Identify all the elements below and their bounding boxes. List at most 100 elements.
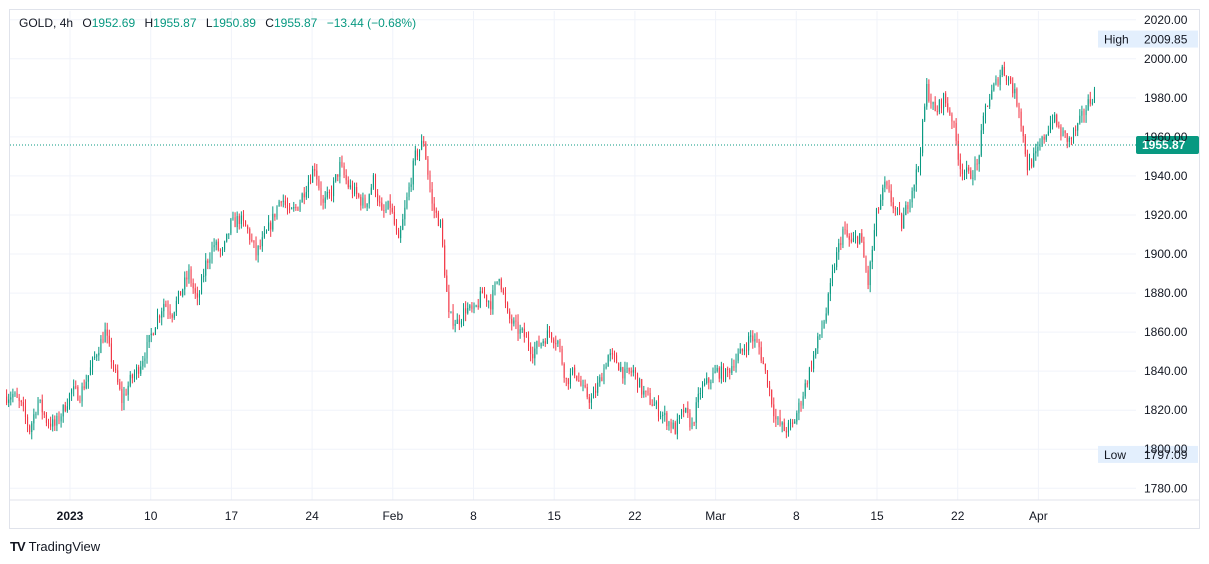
candle-body (710, 382, 712, 384)
candle-body (165, 303, 167, 307)
candle-body (364, 197, 366, 208)
candle-body (624, 368, 626, 379)
candle-body (398, 230, 400, 239)
candle-body (423, 140, 425, 144)
high-value: 1955.87 (153, 16, 197, 30)
candle-body (192, 282, 194, 289)
candle-body (848, 236, 850, 240)
candle-body (125, 393, 127, 395)
candle-body (794, 421, 796, 424)
candle-body (20, 400, 22, 403)
candle-body (316, 170, 318, 180)
candle-body (142, 361, 144, 367)
candle-body (108, 335, 110, 344)
candle-body (777, 417, 779, 420)
candle-body (530, 346, 532, 355)
candle-body (999, 74, 1001, 85)
candle-body (504, 292, 506, 303)
low-value: 1797.09 (1144, 448, 1188, 462)
candle-body (919, 152, 922, 168)
candle-body (817, 336, 819, 349)
candle-body (561, 348, 563, 365)
candle-body (129, 374, 131, 386)
candle-body (58, 415, 60, 422)
candle-body (580, 380, 582, 386)
candle-body (356, 187, 358, 195)
candle-body (590, 398, 592, 403)
candle-body (425, 143, 427, 160)
candle-body (228, 233, 230, 235)
candle-body (257, 245, 259, 256)
candle-body (741, 348, 743, 352)
candle-body (894, 208, 896, 210)
candle-body (272, 213, 274, 230)
candle-body (584, 384, 586, 388)
candle-body (618, 363, 620, 371)
candle-body (8, 399, 10, 403)
candle-body (265, 230, 268, 233)
candle-body (607, 355, 609, 367)
candle-body (936, 111, 938, 113)
candle-body (678, 415, 680, 420)
candle-body (785, 430, 787, 433)
candle-body (783, 422, 785, 431)
candle-body (993, 84, 995, 91)
y-tick-label: 1920.00 (1144, 208, 1188, 222)
candle-body (490, 301, 492, 310)
candle-body (955, 123, 957, 141)
candle-body (548, 330, 551, 333)
candle-body (836, 252, 838, 268)
low-badge (1098, 445, 1198, 463)
candle-body (953, 121, 955, 124)
candle-body (131, 374, 133, 379)
candle-body (831, 271, 833, 283)
low-label: Low (1104, 448, 1126, 462)
candle-body (410, 184, 412, 187)
candle-body (699, 392, 701, 394)
candle-body (982, 115, 984, 131)
candle-body (47, 422, 50, 424)
y-tick-label: 1840.00 (1144, 364, 1188, 378)
candle-body (760, 347, 762, 361)
candle-body (701, 385, 704, 393)
candle-body (460, 321, 462, 325)
candle-body (917, 167, 919, 170)
candle-body (775, 416, 777, 420)
interval-label[interactable]: 4h (59, 16, 74, 30)
candle-body (494, 283, 496, 291)
candle-body (486, 294, 488, 302)
candle-body (370, 187, 372, 195)
grid-lines (10, 11, 1136, 500)
candle-body (1010, 77, 1012, 84)
candle-body (892, 202, 894, 209)
candle-body (333, 180, 335, 197)
candle-body (592, 390, 595, 399)
candle-body (232, 217, 234, 220)
candle-body (182, 289, 184, 296)
candle-body (79, 400, 81, 402)
candle-body (221, 249, 224, 251)
candle-body (555, 343, 557, 345)
candle-body (127, 385, 129, 395)
candle-body (66, 406, 68, 412)
high-value: 2009.85 (1144, 33, 1188, 47)
candle-body (756, 339, 758, 343)
candle-body (374, 175, 377, 194)
candle-body (974, 163, 976, 178)
candle-body (951, 114, 953, 122)
close-key: C (265, 16, 274, 30)
candle-body (888, 185, 890, 191)
candle-body (429, 174, 431, 190)
symbol-name[interactable]: GOLD (19, 16, 54, 30)
footer-brand[interactable]: TV TradingView (10, 539, 100, 554)
candle-body (622, 367, 624, 379)
y-tick-label: 1940.00 (1144, 169, 1188, 183)
candle-body (926, 83, 928, 107)
candle-body (431, 189, 433, 204)
candle-body (609, 353, 611, 356)
candle-body (695, 402, 697, 423)
candle-body (865, 257, 867, 271)
high-badge (1098, 30, 1198, 48)
chart-frame (9, 9, 1200, 529)
